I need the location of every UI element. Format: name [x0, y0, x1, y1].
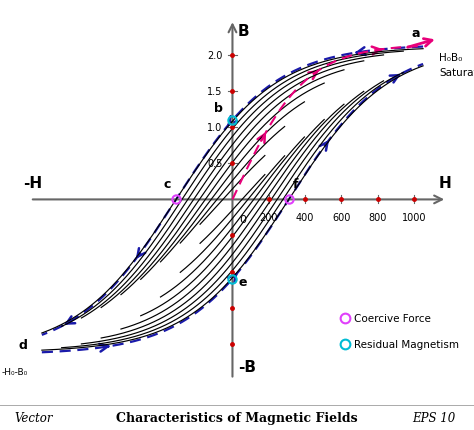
Text: c: c — [164, 178, 171, 190]
Text: Coercive Force: Coercive Force — [354, 313, 431, 324]
Text: 0.5: 0.5 — [207, 159, 222, 169]
Text: 1.0: 1.0 — [207, 123, 222, 133]
Text: Residual Magnetism: Residual Magnetism — [354, 339, 459, 349]
Text: -H: -H — [24, 175, 43, 190]
Text: 200: 200 — [260, 213, 278, 223]
Text: 400: 400 — [296, 213, 314, 223]
Text: 1000: 1000 — [402, 213, 426, 223]
Text: EPS 10: EPS 10 — [412, 412, 455, 424]
Text: -B: -B — [238, 359, 256, 374]
Text: B: B — [238, 24, 249, 39]
Text: e: e — [239, 276, 247, 289]
Text: b: b — [214, 102, 222, 115]
Text: f: f — [292, 178, 298, 190]
Text: 600: 600 — [332, 213, 351, 223]
Text: -H₀-B₀: -H₀-B₀ — [1, 368, 27, 377]
Text: 2.0: 2.0 — [207, 51, 222, 61]
Text: H: H — [438, 175, 451, 190]
Text: a: a — [411, 27, 419, 40]
Text: 800: 800 — [368, 213, 387, 223]
Text: 0: 0 — [239, 214, 246, 224]
Text: Vector: Vector — [14, 412, 53, 424]
Text: Saturation: Saturation — [439, 68, 474, 78]
Text: 1.5: 1.5 — [207, 87, 222, 97]
Text: Characteristics of Magnetic Fields: Characteristics of Magnetic Fields — [116, 412, 358, 424]
Text: H₀B₀: H₀B₀ — [439, 52, 463, 62]
Text: d: d — [18, 338, 27, 351]
